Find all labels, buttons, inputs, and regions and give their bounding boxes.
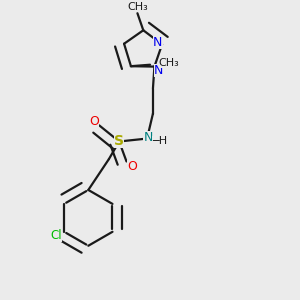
Text: O: O — [89, 115, 99, 128]
Text: O: O — [127, 160, 137, 173]
Text: Cl: Cl — [50, 229, 62, 242]
Text: CH₃: CH₃ — [159, 58, 180, 68]
Text: S: S — [114, 134, 124, 148]
Text: N: N — [154, 64, 163, 76]
Text: N: N — [143, 130, 153, 144]
Text: N: N — [153, 36, 163, 49]
Text: CH₃: CH₃ — [127, 2, 148, 12]
Text: ─H: ─H — [152, 136, 167, 146]
